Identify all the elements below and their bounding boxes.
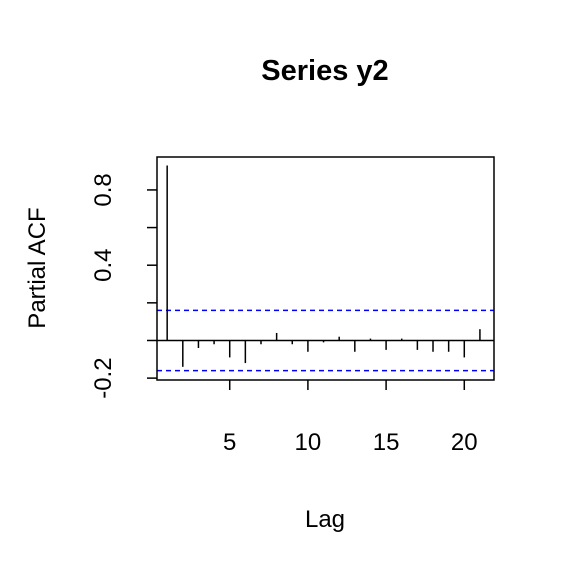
x-axis-label: Lag	[305, 506, 345, 533]
x-tick-label-15: 15	[373, 429, 400, 456]
chart-title: Series y2	[261, 55, 388, 87]
plot-area: 5 10 15 20 -0.2 0.4 0.8	[90, 156, 495, 456]
y-axis-label: Partial ACF	[24, 207, 51, 328]
plot-frame	[156, 156, 495, 381]
y-tick-label--0.2: -0.2	[90, 357, 117, 398]
y-tick-label-0.8: 0.8	[90, 173, 117, 206]
x-tick-label-20: 20	[451, 429, 478, 456]
x-tick-label-5: 5	[223, 429, 236, 456]
x-tick-label-10: 10	[295, 429, 322, 456]
y-tick-label-0.4: 0.4	[90, 249, 117, 282]
